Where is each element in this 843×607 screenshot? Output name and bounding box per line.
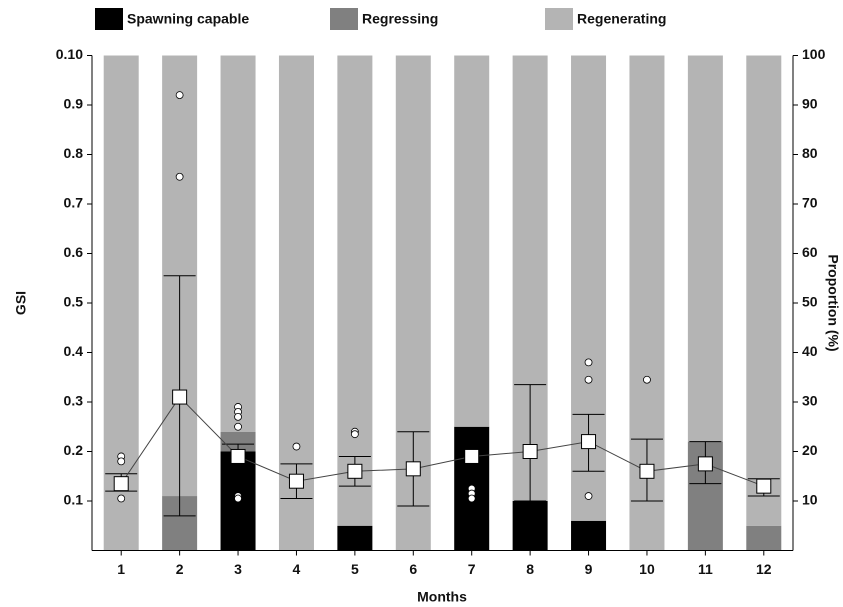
x-tick-label: 8 (526, 561, 534, 577)
x-tick-label: 9 (585, 561, 593, 577)
outlier (467, 494, 476, 503)
y-axis-label: GSI (13, 291, 29, 315)
y-tick-label: 0.4 (64, 343, 84, 359)
x-tick-label: 10 (639, 561, 655, 577)
y-tick-label: 0.9 (64, 96, 84, 112)
y-tick-label: 0.1 (64, 492, 84, 508)
y2-tick-label: 10 (802, 492, 818, 508)
y2-tick-label: 60 (802, 244, 818, 260)
x-tick-label: 3 (234, 561, 242, 577)
gsi-line (120, 396, 764, 487)
bar-segment (454, 55, 490, 427)
legend-label: Regenerating (577, 11, 666, 27)
x-axis-label: Months (417, 589, 467, 605)
x-tick-label: 7 (468, 561, 476, 577)
bar-segment (337, 525, 373, 551)
y2-tick-label: 70 (802, 195, 818, 211)
outlier (234, 494, 242, 503)
legend-swatch (95, 8, 123, 30)
x-tick-label: 11 (698, 561, 713, 577)
outlier (584, 492, 593, 500)
y-tick-label: 0.10 (56, 46, 83, 62)
outlier (117, 457, 126, 466)
x-tick-label: 1 (117, 561, 125, 577)
y2-tick-label: 40 (802, 343, 818, 359)
y2-tick-label: 80 (802, 145, 818, 161)
bar-segment (571, 520, 607, 551)
y-tick-label: 0.6 (64, 244, 84, 260)
gsi-mean (113, 476, 129, 492)
outlier (292, 442, 301, 451)
bar-segment (337, 55, 373, 526)
outlier (175, 91, 184, 99)
legend-swatch (330, 8, 358, 30)
gsi-mean (464, 448, 480, 464)
gsi-mean (230, 448, 246, 464)
outlier (234, 422, 242, 431)
gsi-mean (522, 444, 538, 459)
gsi-mean (347, 463, 363, 479)
gsi-mean (581, 434, 597, 450)
gsi-mean (697, 456, 713, 472)
y-tick-label: 0.2 (64, 442, 84, 458)
y-tick-label: 0.8 (64, 145, 84, 161)
bar-segment (746, 55, 782, 526)
outlier (117, 494, 126, 503)
x-tick-label: 6 (409, 561, 417, 577)
outlier (643, 375, 651, 384)
y2-axis-label: Proportion (%) (825, 254, 841, 351)
y2-tick-label: 20 (802, 442, 818, 458)
outlier (584, 358, 593, 367)
x-tick-label: 2 (176, 561, 184, 577)
bar-segment (746, 525, 782, 551)
y2-tick-label: 30 (802, 393, 818, 409)
bar-segment (512, 501, 548, 551)
legend-swatch (545, 8, 573, 30)
gsi-mean (172, 389, 188, 405)
legend-label: Spawning capable (127, 11, 249, 27)
x-tick-label: 12 (756, 561, 772, 577)
y-tick-label: 0.5 (64, 294, 84, 310)
y2-tick-label: 50 (802, 294, 818, 310)
outlier (234, 412, 242, 421)
outlier (350, 430, 359, 439)
outlier (175, 172, 184, 181)
y-tick-label: 0.7 (64, 195, 84, 211)
y2-tick-label: 90 (802, 96, 818, 112)
gsi-mean (405, 461, 421, 477)
y2-tick-label: 100 (802, 46, 826, 62)
outlier (584, 375, 593, 384)
gsi-mean (288, 473, 304, 489)
bar-segment (220, 55, 256, 432)
bar-segment (103, 55, 139, 551)
legend-label: Regressing (362, 11, 438, 27)
x-tick-label: 5 (351, 561, 359, 577)
y-tick-label: 0.3 (64, 393, 84, 409)
bar-segment (687, 55, 723, 442)
gsi-mean (756, 478, 772, 494)
gsi-mean (639, 463, 655, 479)
x-tick-label: 4 (293, 561, 301, 577)
bar-segment (220, 431, 256, 452)
